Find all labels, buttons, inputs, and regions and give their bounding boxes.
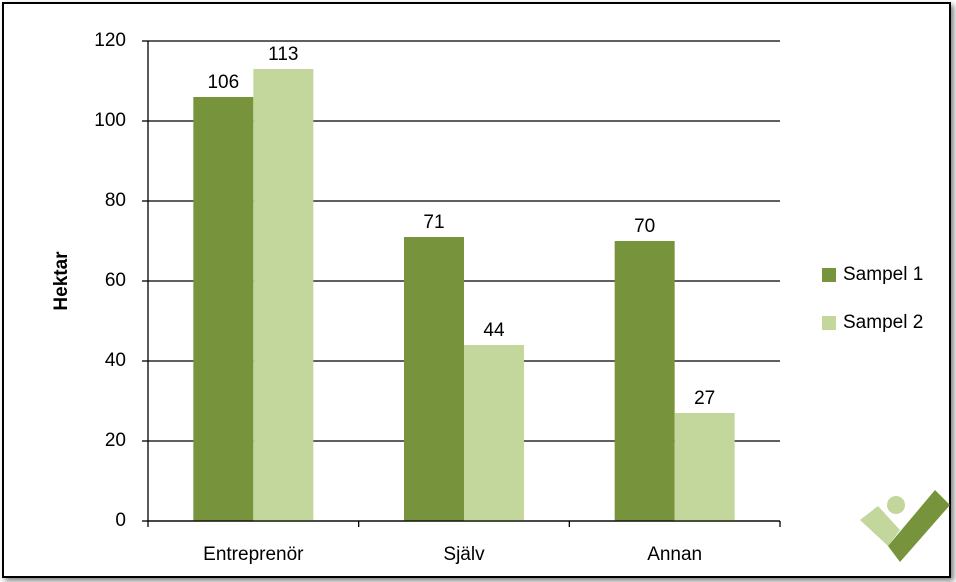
logo bbox=[860, 490, 950, 562]
bar bbox=[674, 413, 735, 521]
data-label: 113 bbox=[268, 44, 298, 65]
bar bbox=[464, 345, 524, 521]
legend-label: Sampel 1 bbox=[843, 264, 923, 285]
x-tick-label: Entreprenör bbox=[203, 544, 304, 565]
y-tick-label: 120 bbox=[94, 30, 126, 51]
legend-swatch bbox=[822, 316, 836, 330]
data-label: 106 bbox=[207, 72, 239, 93]
y-tick-label: 20 bbox=[105, 430, 126, 451]
legend-label: Sampel 2 bbox=[843, 312, 923, 333]
y-tick-label: 60 bbox=[105, 270, 126, 291]
y-tick-label: 100 bbox=[94, 110, 126, 131]
x-tick-label: Annan bbox=[647, 544, 702, 565]
y-tick-label: 80 bbox=[105, 190, 126, 211]
bar bbox=[253, 69, 314, 521]
data-label: 71 bbox=[423, 212, 444, 233]
x-tick-label: Själv bbox=[443, 544, 485, 565]
data-label: 70 bbox=[634, 216, 655, 237]
data-label: 44 bbox=[483, 320, 505, 341]
bar bbox=[614, 241, 675, 521]
y-axis-label: Hektar bbox=[51, 251, 72, 311]
bar bbox=[193, 97, 254, 521]
data-label: 27 bbox=[694, 388, 715, 409]
y-tick-label: 40 bbox=[105, 350, 126, 371]
y-tick-label: 0 bbox=[115, 510, 126, 531]
bar bbox=[404, 237, 464, 521]
legend-swatch bbox=[822, 268, 836, 282]
